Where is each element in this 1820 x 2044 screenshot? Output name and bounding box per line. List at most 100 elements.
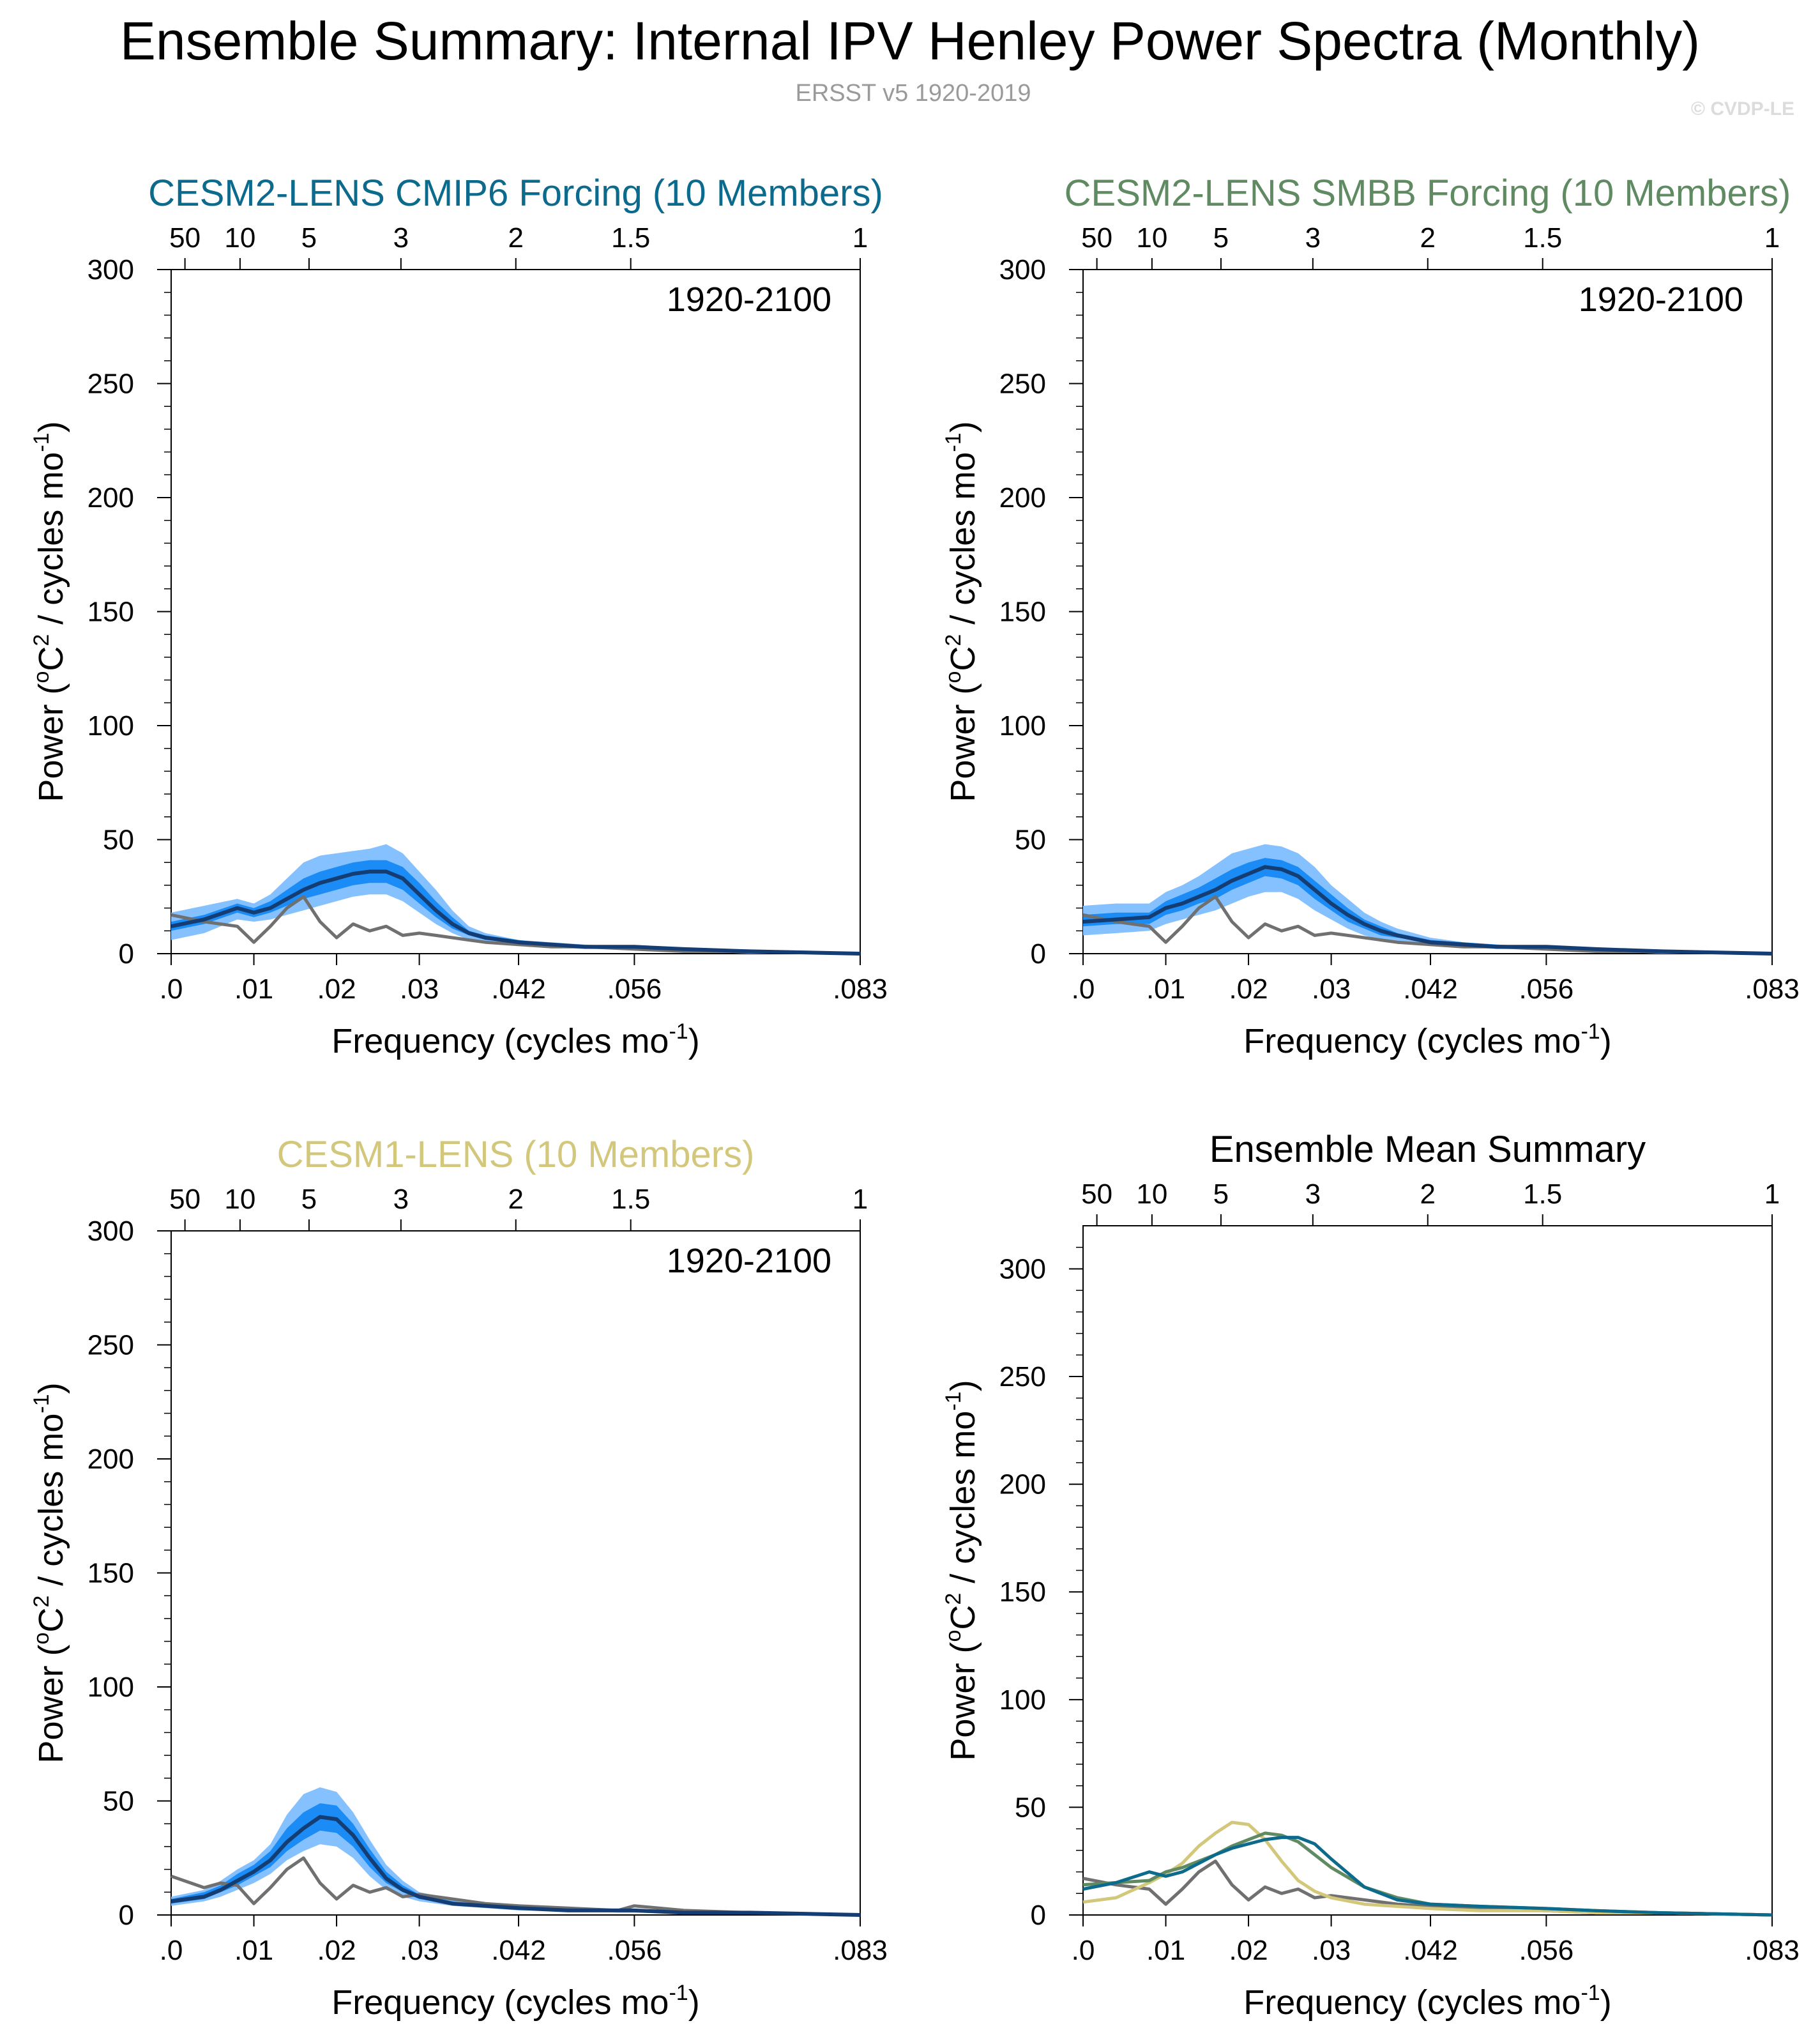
y-tick-label: 250 [87, 1330, 134, 1361]
y-axis-label-sup2: 2 [941, 1593, 966, 1605]
x-tick-label: .02 [1229, 973, 1268, 1005]
spread-band-25-75 [171, 1803, 860, 1915]
x-tick-label: .083 [833, 1935, 888, 1966]
x-tick-label: .0 [1072, 973, 1095, 1005]
credit-label: © CVDP-LE [1691, 98, 1794, 119]
y-axis-label-b: C [32, 646, 70, 671]
top-tick-label: 50 [1081, 222, 1112, 254]
y-tick-label: 50 [1015, 825, 1046, 856]
y-axis-label-d: ) [32, 1382, 70, 1394]
top-tick-label: 50 [169, 222, 201, 254]
top-tick-label: 10 [224, 222, 255, 254]
x-tick-label: .083 [1745, 1935, 1800, 1966]
x-axis-label-sup: -1 [669, 1019, 688, 1044]
y-axis-label-a: Power ( [944, 1642, 982, 1761]
x-tick-label: .056 [607, 973, 662, 1005]
y-tick-label: 0 [1031, 938, 1046, 970]
x-axis-label-end: ) [688, 1983, 700, 2022]
top-tick-label: 50 [1081, 1178, 1112, 1210]
ensemble-mean-line [1082, 865, 1773, 956]
top-tick-label: 1.5 [611, 1184, 650, 1215]
y-axis-label-b: C [32, 1608, 70, 1633]
y-tick-label: 200 [87, 1444, 134, 1475]
y-tick-label: 300 [999, 254, 1046, 286]
ensemble-mean-line [171, 1815, 861, 1917]
figure-subtitle: ERSST v5 1920-2019 [796, 80, 1031, 107]
y-tick-label: 50 [103, 1786, 134, 1817]
y-tick-label: 300 [999, 1253, 1046, 1285]
y-axis-label-d: ) [32, 421, 70, 432]
panel-cmip6: CESM2-LENS CMIP6 Forcing (10 Members) 0 50… [29, 172, 888, 1060]
y-axis-label-b: C [944, 646, 982, 671]
x-axis-label-text: Frequency (cycles mo [1243, 1022, 1581, 1060]
y-axis-label-sup3: -1 [29, 1394, 54, 1413]
x-axis-label-text: Frequency (cycles mo [331, 1022, 669, 1060]
top-tick-label: 1.5 [1523, 222, 1562, 254]
x-tick-label: .042 [1403, 1935, 1458, 1966]
panel-title: CESM2-LENS CMIP6 Forcing (10 Members) [148, 172, 883, 214]
period-label: 1920-2100 [667, 1242, 831, 1280]
y-axis-label-sup1: o [941, 671, 966, 683]
y-axis-label-sup3: -1 [29, 432, 54, 452]
series-line-cesm2-lens-cmip6-forcing [1082, 1836, 1773, 1917]
x-tick-label: .056 [1519, 973, 1574, 1005]
x-tick-label: .02 [1229, 1935, 1268, 1966]
panel-title: Ensemble Mean Summary [1210, 1129, 1646, 1170]
y-axis-label: Power (oC2 / cycles mo-1) [29, 1382, 70, 1763]
y-tick-label: 100 [999, 710, 1046, 742]
y-axis-label-sup1: o [29, 1633, 54, 1645]
y-axis-label-c: / cycles mo [32, 452, 70, 634]
x-tick-label: .02 [317, 973, 356, 1005]
top-tick-label: 3 [1305, 1178, 1321, 1210]
x-axis-label-sup: -1 [1581, 1019, 1600, 1044]
plot-frame [171, 269, 861, 954]
panel-title: CESM2-LENS SMBB Forcing (10 Members) [1065, 172, 1791, 214]
panels: CESM2-LENS CMIP6 Forcing (10 Members) 0 50… [29, 172, 1800, 2022]
x-axis-label: Frequency (cycles mo-1) [331, 1981, 699, 2022]
x-tick-label: .01 [234, 1935, 273, 1966]
top-tick-label: 5 [1213, 1178, 1229, 1210]
x-tick-label: .083 [833, 973, 888, 1005]
y-tick-label: 50 [1015, 1792, 1046, 1823]
y-tick-label: 150 [87, 597, 134, 628]
x-tick-label: .01 [1146, 1935, 1185, 1966]
panel-title: CESM1-LENS (10 Members) [277, 1134, 755, 1175]
top-tick-label: 5 [301, 222, 317, 254]
x-axis-label-sup: -1 [669, 1981, 688, 2005]
plot-frame [1082, 269, 1773, 954]
plot-frame [1082, 1225, 1773, 1916]
y-axis-label-a: Power ( [944, 683, 982, 802]
y-axis-label: Power (oC2 / cycles mo-1) [941, 421, 982, 802]
top-tick-label: 1 [853, 222, 868, 254]
period-label: 1920-2100 [667, 280, 831, 319]
y-axis-label-c: / cycles mo [944, 452, 982, 634]
x-axis-label-end: ) [1600, 1983, 1612, 2022]
y-axis-label-b: C [944, 1605, 982, 1630]
top-tick-label: 2 [508, 222, 524, 254]
y-tick-label: 200 [999, 482, 1046, 514]
y-tick-label: 150 [87, 1558, 134, 1589]
x-axis-label-text: Frequency (cycles mo [1243, 1983, 1581, 2022]
y-tick-label: 200 [87, 482, 134, 514]
x-tick-label: .02 [317, 1935, 356, 1966]
top-tick-label: 1.5 [611, 222, 650, 254]
y-tick-label: 150 [999, 1576, 1046, 1608]
y-axis-label-a: Power ( [32, 683, 70, 802]
y-axis-label-sup3: -1 [941, 1391, 966, 1410]
x-tick-label: .01 [234, 973, 273, 1005]
y-axis-label-c: / cycles mo [944, 1411, 982, 1593]
x-tick-label: .056 [607, 1935, 662, 1966]
top-tick-label: 10 [1136, 1178, 1167, 1210]
y-axis-label-sup2: 2 [29, 1596, 54, 1608]
panel-cesm1: CESM1-LENS (10 Members)05010015020025030… [29, 1134, 888, 2022]
x-axis-label-text: Frequency (cycles mo [331, 1983, 669, 2022]
y-axis-label-sup1: o [29, 671, 54, 683]
y-tick-label: 300 [87, 1216, 134, 1247]
x-tick-label: .042 [1403, 973, 1458, 1005]
x-tick-label: .03 [1312, 1935, 1351, 1966]
y-axis-label: Power (oC2 / cycles mo-1) [941, 1380, 982, 1760]
y-tick-label: 250 [87, 369, 134, 400]
top-tick-label: 2 [508, 1184, 524, 1215]
y-axis-label-sup2: 2 [941, 634, 966, 646]
